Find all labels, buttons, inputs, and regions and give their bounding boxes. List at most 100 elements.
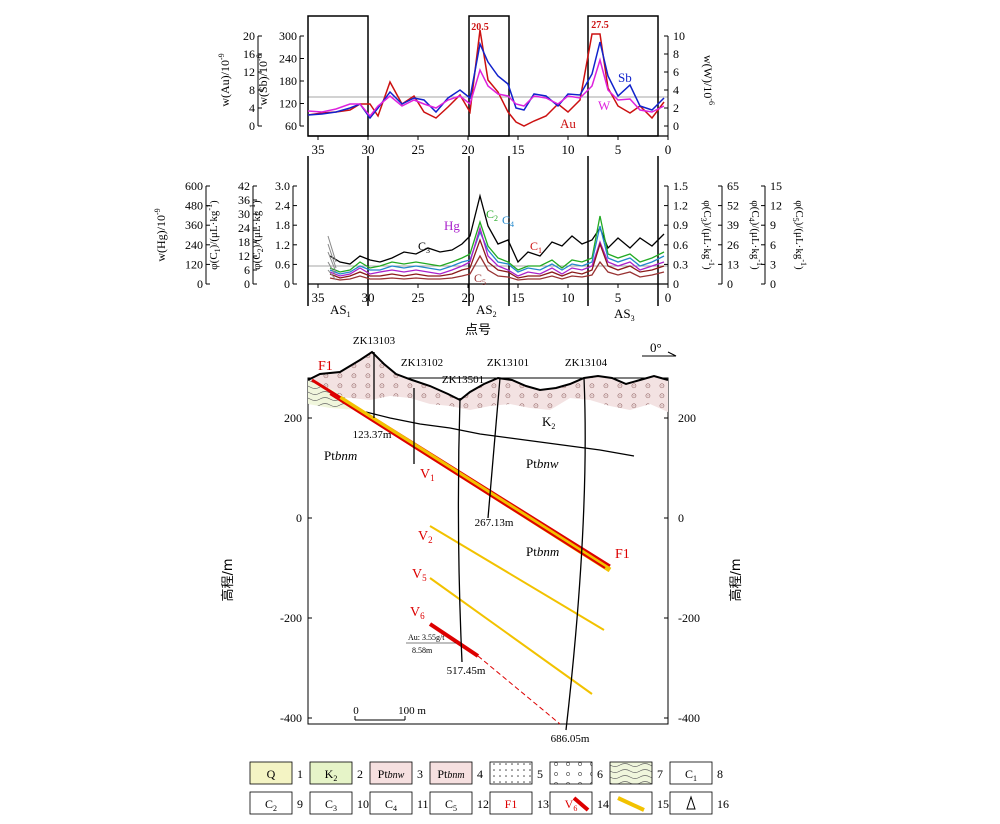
- legend-swatch: [369, 791, 413, 815]
- c2-axis-tick-label: 2.4: [275, 199, 290, 213]
- legend-item-13: F1 13: [489, 791, 549, 815]
- c-legend-line-5: [327, 269, 337, 281]
- c2-series: [329, 215, 665, 273]
- c5-axis-tick-label: 12: [770, 199, 782, 213]
- y-axis-title-right: 高程/m: [728, 558, 744, 601]
- w-axis-tick-label: 4: [673, 83, 679, 97]
- w-axis-tick-label: 0: [673, 119, 679, 133]
- c5-series: [329, 254, 665, 281]
- c5-axis-tick-label: 15: [770, 179, 782, 193]
- legend-number: 16: [717, 797, 729, 811]
- vein-v1-red: [329, 393, 606, 569]
- hg-axis-tick-label: 0: [197, 277, 203, 291]
- vein-v6: [428, 622, 480, 658]
- legend-label: Q: [267, 767, 276, 781]
- c1-series: [329, 238, 665, 279]
- c4-series: [329, 225, 665, 275]
- legend-number: 10: [357, 797, 369, 811]
- legend-label: C1: [685, 767, 697, 783]
- legend-number: 6: [597, 767, 603, 781]
- legend-swatch: [609, 761, 653, 785]
- peak-label-2: 27.5: [591, 20, 609, 31]
- legend-item-12: C5 12: [429, 791, 489, 815]
- c-legend-line-3: [327, 251, 337, 273]
- c3-axis-tick-label: 0.6: [673, 238, 688, 252]
- hg-series: [329, 225, 665, 277]
- hg-axis-tick-label: 360: [185, 218, 203, 232]
- c5-axis-tick-label: 6: [770, 238, 776, 252]
- c3-axis-tick-label: 1.5: [673, 179, 688, 193]
- c4-axis-label: φ(C4)/(μL·kg-1): [747, 200, 764, 270]
- drillhole-zk13501: [457, 397, 463, 663]
- drillhole-label-1: ZK13103: [353, 335, 396, 347]
- anomaly-label-3: AS3: [614, 306, 635, 323]
- c1-axis-tick-label: 18: [238, 235, 250, 249]
- au-axis-tick-label: 0: [249, 119, 255, 133]
- au-axis-tick-label: 12: [243, 65, 255, 79]
- mid-x-tick-label: 35: [312, 290, 325, 305]
- sb-axis-tick-label: 300: [279, 29, 297, 43]
- legend-vein-mark: [617, 796, 645, 812]
- c1-axis-tick-label: 6: [244, 263, 250, 277]
- legend-label: K2: [325, 767, 338, 783]
- legend-item-16: 16: [669, 791, 729, 815]
- k2-unit: [308, 352, 668, 412]
- c-legend-line-4: [327, 261, 337, 277]
- hg-axis-tick-label: 600: [185, 179, 203, 193]
- legend-v6-mark: [572, 796, 590, 812]
- legend-item-6: 6: [549, 761, 603, 785]
- c4-axis-tick-label: 26: [727, 238, 739, 252]
- au-axis-tick-label: 4: [249, 101, 255, 115]
- legend-label: Ptbnm: [437, 767, 464, 781]
- legend-item-7: 7: [609, 761, 663, 785]
- legend-item-9: C2 9: [249, 791, 303, 815]
- section-frame: [307, 377, 669, 725]
- legend-swatch: [309, 791, 353, 815]
- top-x-tick-label: 0: [665, 142, 672, 157]
- legend-item-5: 5: [489, 761, 543, 785]
- legend-swatch: [489, 761, 533, 785]
- top-x-tick-label: 35: [312, 142, 325, 157]
- anomaly-box-1: [307, 15, 369, 137]
- top-x-tick-label: 15: [512, 142, 525, 157]
- mid-axis-labels: φ(C1)/(μL·kg-1) φ(C2)/(μL·kg-1) φ(C3)/(μL·…: [205, 200, 808, 270]
- hg-axis-tick-label: 480: [185, 199, 203, 213]
- w-series-label: W: [598, 98, 611, 113]
- top-x-tick-label: 30: [362, 142, 375, 157]
- legend-item-2: K2 2: [309, 761, 363, 785]
- sb-axis-tick-label: 180: [279, 74, 297, 88]
- c3-axis-tick-label: 1.2: [673, 199, 688, 213]
- depth-label-2: 267.13m: [475, 517, 514, 529]
- w-axis-tick-label: 10: [673, 29, 685, 43]
- legend-label: C4: [385, 797, 397, 813]
- scale-0-label: 0: [353, 705, 359, 717]
- elev-label-left: -200: [280, 611, 302, 625]
- legend-number: 4: [477, 767, 483, 781]
- sb-axis-label: w(Sb)/10-6: [255, 54, 270, 105]
- au-axis-tick-label: 20: [243, 29, 255, 43]
- top-x-tick-label: 20: [462, 142, 475, 157]
- assay-bottom: 8.58m: [412, 646, 433, 655]
- c3-axis-tick-label: 0.9: [673, 218, 688, 232]
- c2-axis-tick-label: 1.2: [275, 238, 290, 252]
- legend-item-10: C3 10: [309, 791, 369, 815]
- vein-v5: [429, 577, 593, 695]
- vein-label-5: V5: [412, 567, 427, 583]
- c5-series-label: C5: [474, 271, 486, 287]
- mid-x-tick-label: 10: [562, 290, 575, 305]
- au-series: [307, 29, 665, 127]
- sb-series: [307, 41, 665, 120]
- c1-axis-tick-label: 12: [238, 249, 250, 263]
- assay-top: Au: 3.55g/t: [408, 633, 445, 642]
- w-axis-tick-label: 6: [673, 65, 679, 79]
- legend-number: 1: [297, 767, 303, 781]
- anomaly-label-1: AS1: [330, 302, 351, 319]
- mid-x-tick-label: 15: [512, 290, 525, 305]
- elev-label-right: 0: [678, 511, 684, 525]
- legend-item-11: C4 11: [369, 791, 429, 815]
- legend-number: 2: [357, 767, 363, 781]
- anomaly-box-3: [587, 15, 659, 137]
